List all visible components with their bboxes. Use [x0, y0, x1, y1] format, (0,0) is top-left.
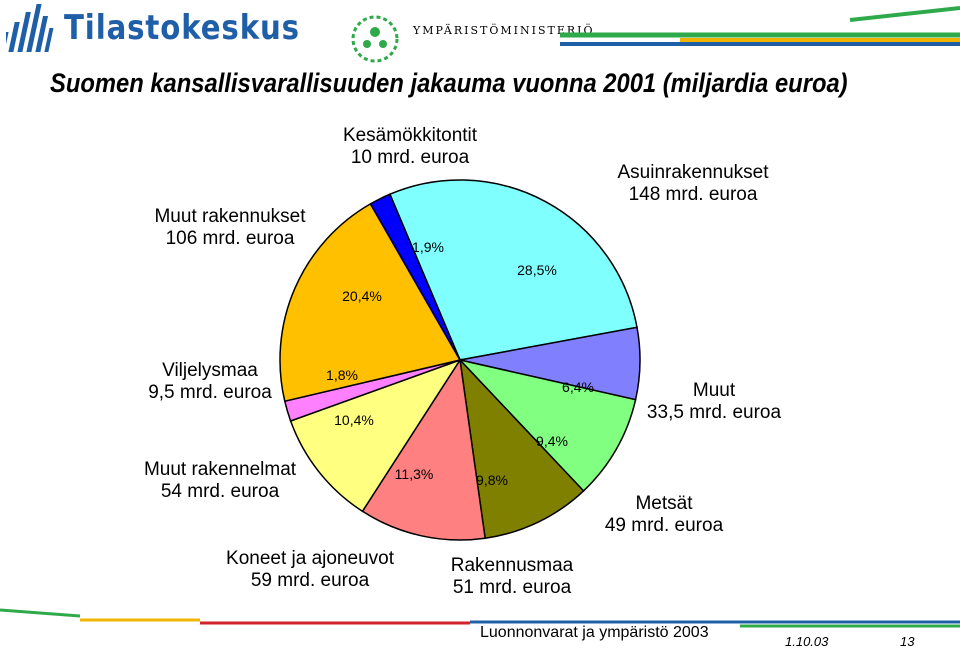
footer-stripe	[0, 608, 81, 618]
pie-slice	[458, 357, 585, 540]
percent-label: 11,3%	[394, 466, 434, 482]
brand-name: Tilastokeskus	[64, 8, 300, 48]
ministry-name: YMPÄRISTÖMINISTERIÖ	[413, 24, 595, 37]
label-muut-rakennukset: Muut rakennukset 106 mrd. euroa	[154, 206, 306, 249]
chart-title: Suomen kansallisvarallisuuden jakauma vu…	[50, 68, 848, 98]
footer-source: Luonnonvarat ja ympäristö 2003	[480, 624, 709, 641]
label-viljelysmaa: Viljelysmaa 9,5 mrd. euroa	[148, 360, 272, 403]
label-muut-rakennelmat: Muut rakennelmat 54 mrd. euroa	[143, 459, 297, 502]
label-metsat: Metsät 49 mrd. euroa	[604, 493, 724, 536]
percent-label: 1,8%	[326, 367, 358, 383]
percent-label: 9,8%	[476, 472, 508, 488]
footer-stripes	[0, 608, 960, 628]
pie-slice	[457, 358, 637, 492]
pie-slice	[361, 357, 487, 541]
pie-slice	[289, 358, 462, 513]
pie-slice	[388, 179, 638, 361]
label-kesamokkitontit: Kesämökkitontit 10 mrd. euroa	[342, 125, 478, 168]
pie-slice	[279, 202, 462, 403]
percent-label: 6,4%	[562, 379, 594, 395]
pie-slice	[369, 193, 461, 361]
label-koneet: Koneet ja ajoneuvot 59 mrd. euroa	[226, 548, 394, 591]
page-number: 13	[900, 634, 915, 649]
tilastokeskus-logo-icon	[6, 4, 54, 52]
label-rakennusmaa: Rakennusmaa 51 mrd. euroa	[450, 555, 574, 598]
label-asuinrakennukset: Asuinrakennukset 148 mrd. euroa	[617, 162, 769, 205]
percent-label: 9,4%	[536, 433, 568, 449]
header-stripes	[560, 6, 960, 46]
footer-date: 1.10.03	[785, 634, 829, 649]
percent-label: 10,4%	[334, 412, 374, 428]
header-stripe	[849, 6, 960, 22]
percent-label: 28,5%	[517, 262, 557, 278]
percent-label: 20,4%	[342, 288, 382, 304]
ministry-logo-icon	[351, 15, 399, 63]
label-muut: Muut 33,5 mrd. euroa	[646, 380, 782, 423]
percent-label: 1,9%	[412, 239, 444, 255]
